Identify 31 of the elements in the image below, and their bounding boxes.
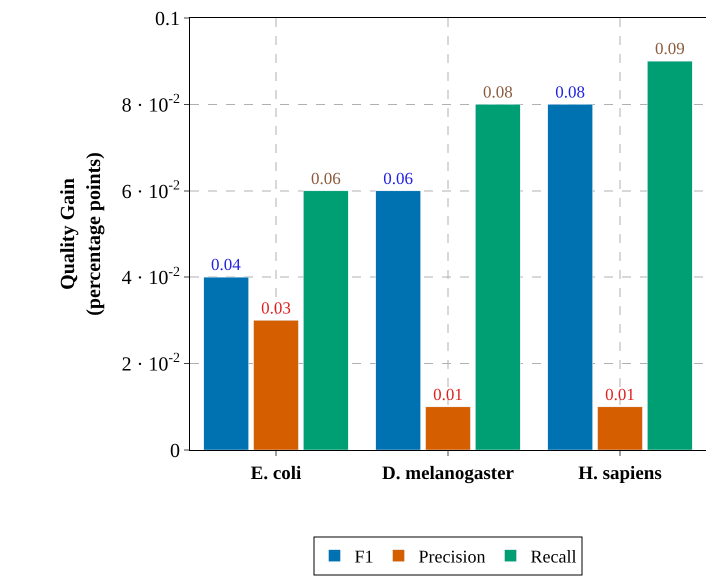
x-tick-label: D. melanogaster [382, 462, 515, 484]
y-tick-label: 0 [170, 440, 180, 462]
x-tick-label: E. coli [250, 462, 302, 484]
bar [547, 104, 593, 450]
bar [425, 406, 471, 450]
data-label: 0.03 [261, 298, 291, 318]
legend-label: F1 [354, 546, 374, 567]
bar [475, 104, 521, 450]
x-tick-label: H. sapiens [578, 462, 662, 484]
data-label: 0.01 [433, 384, 463, 404]
bar [597, 406, 643, 450]
data-label: 0.06 [383, 168, 413, 188]
bar [303, 190, 349, 450]
y-tick-label: 0.1 [155, 8, 180, 30]
y-tick-label: 4 · 10$^{-2}$ [122, 264, 180, 290]
legend-label: Recall [530, 546, 576, 567]
y-tick-label: 2 · 10$^{-2}$ [122, 351, 180, 376]
bar [203, 276, 249, 450]
data-label: 0.08 [483, 82, 513, 102]
legend-label: Precision [418, 546, 486, 567]
data-label: 0.06 [311, 168, 341, 188]
bar [375, 190, 421, 450]
data-label: 0.09 [655, 39, 685, 58]
bar [647, 60, 693, 450]
y-tick-label: 6 · 10$^{-2}$ [122, 178, 180, 203]
y-tick-label: 8 · 10$^{-2}$ [122, 92, 180, 116]
bar [253, 320, 299, 450]
data-label: 0.08 [555, 82, 585, 102]
data-label: 0.01 [605, 384, 635, 404]
y-axis-title: Quality Gain (percentage points) [57, 152, 106, 316]
data-label: 0.04 [210, 255, 242, 274]
